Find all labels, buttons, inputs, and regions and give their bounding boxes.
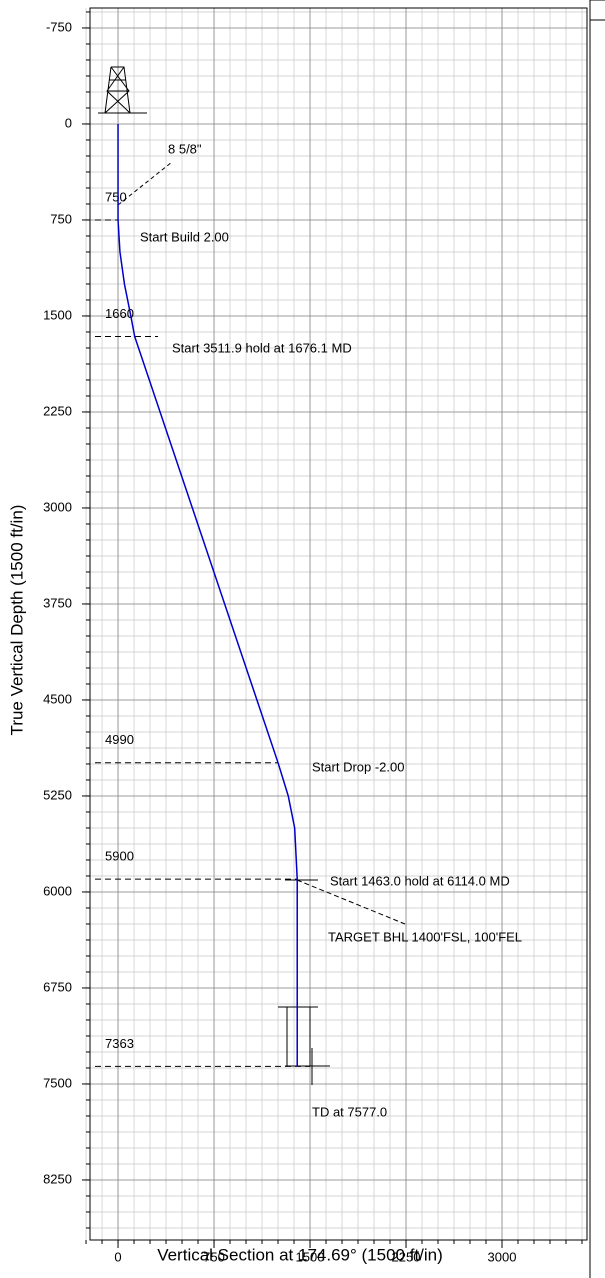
target-box [286, 1006, 311, 1067]
casing-leader [117, 161, 173, 206]
annotation: Start Build 2.00 [140, 229, 229, 244]
well-path [117, 123, 298, 1067]
annotation: Start 1463.0 hold at 6114.0 MD [330, 873, 510, 888]
x-tick-label: 0 [114, 1249, 121, 1264]
y-tick-label: 6000 [43, 883, 72, 898]
annotation: TD at 7577.0 [312, 1104, 387, 1119]
annotation: Start Drop -2.00 [312, 759, 405, 774]
x-tick-label: 750 [203, 1249, 225, 1264]
y-tick-label: 750 [50, 211, 72, 226]
y-axis-label: True Vertical Depth (1500 ft/in) [7, 505, 26, 736]
depth-marker-label: 5900 [105, 849, 134, 864]
y-tick-label: 4500 [43, 691, 72, 706]
y-tick-label: 0 [65, 115, 72, 130]
y-tick-label: 3750 [43, 595, 72, 610]
y-tick-label: 3000 [43, 499, 72, 514]
y-tick-label: 5250 [43, 787, 72, 802]
x-tick-label: 3000 [488, 1249, 517, 1264]
depth-marker-label: 7363 [105, 1036, 134, 1051]
depth-marker-label: 1660 [105, 306, 134, 321]
x-tick-label: 2250 [392, 1249, 421, 1264]
grid [85, 8, 587, 1240]
x-tick-label: 1500 [296, 1249, 325, 1264]
y-tick-label: 8250 [43, 1171, 72, 1186]
x-axis-label: Vertical Section at 174.69° (1500 ft/in) [157, 1245, 443, 1264]
annotation: TARGET BHL 1400'FSL, 100'FEL [328, 929, 522, 944]
annotation: Start 3511.9 hold at 1676.1 MD [172, 340, 352, 355]
legend-edge [589, 0, 605, 21]
y-tick-label: 6750 [43, 979, 72, 994]
y-tick-label: 7500 [43, 1075, 72, 1090]
y-tick-label: 1500 [43, 307, 72, 322]
y-tick-label: -750 [46, 19, 72, 34]
depth-marker-label: 4990 [105, 732, 134, 747]
annotation: 8 5/8" [168, 141, 202, 156]
target-leader [296, 879, 406, 925]
depth-marker-label: 750 [105, 189, 127, 204]
rig-icon [98, 66, 147, 114]
plot-frame [89, 7, 588, 1241]
y-tick-label: 2250 [43, 403, 72, 418]
